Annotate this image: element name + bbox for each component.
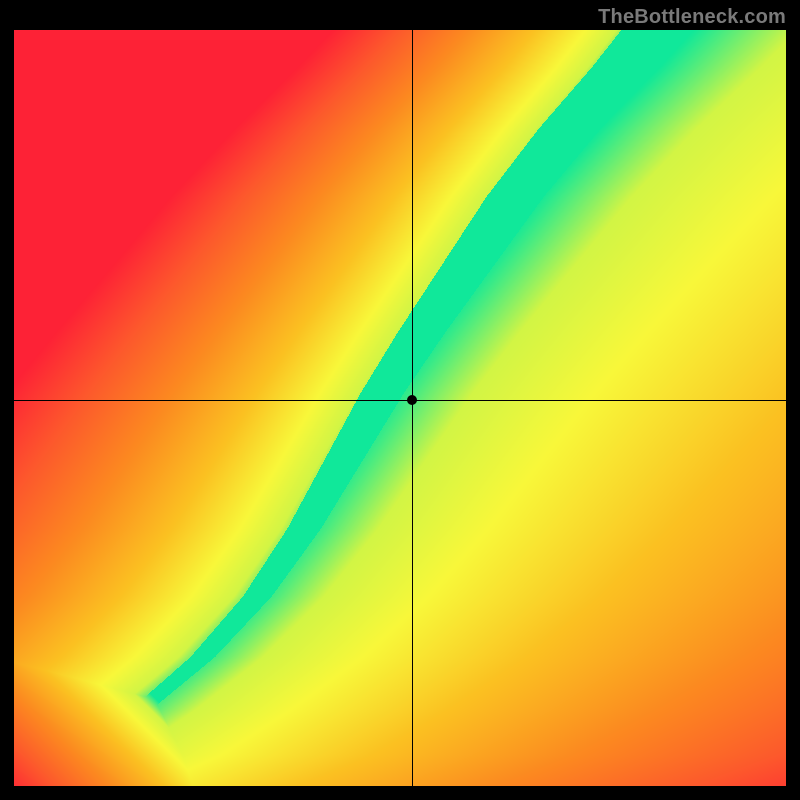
heatmap-plot	[14, 30, 786, 786]
heatmap-canvas	[14, 30, 786, 786]
watermark-text: TheBottleneck.com	[598, 6, 786, 29]
